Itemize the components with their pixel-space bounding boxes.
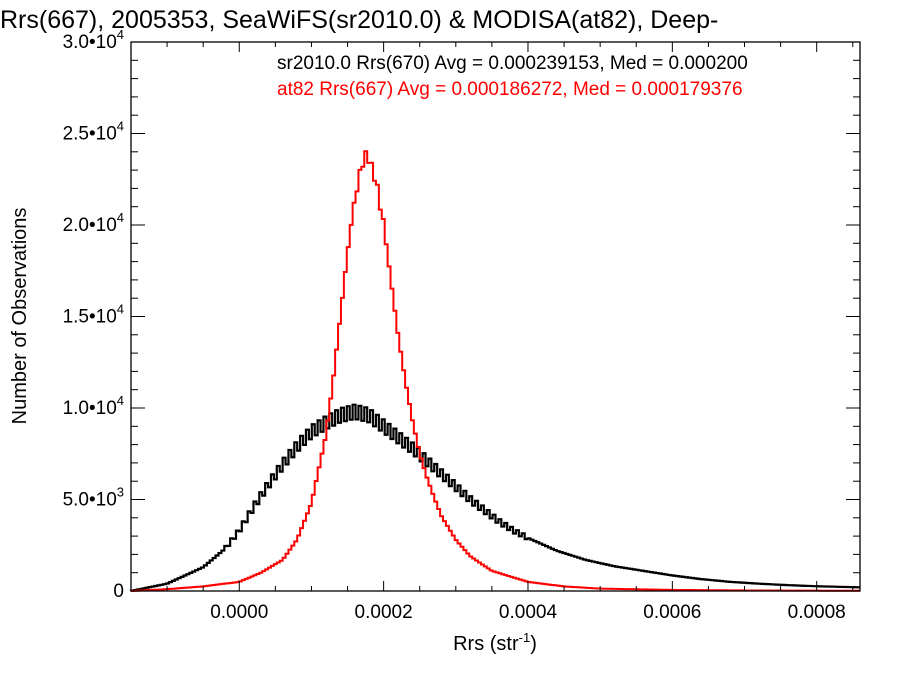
y-tick-label: 2.0•104 [63,210,124,236]
legend: sr2010.0 Rrs(670) Avg = 0.000239153, Med… [277,53,748,100]
x-axis-label-text: Rrs (str [453,633,519,655]
legend-entry-sr2010: sr2010.0 Rrs(670) Avg = 0.000239153, Med… [277,53,748,74]
series-line-sr2010 [129,403,860,592]
x-axis-label: Rrs (str-1) [453,630,537,655]
chart-title: Rrs(667), 2005353, SeaWiFS(sr2010.0) & M… [0,6,718,34]
y-tick-label: 3.0•104 [63,27,124,53]
x-tick-label: 0.0000 [210,602,268,623]
x-axis-label-end: ) [530,633,537,655]
y-axis-label: Number of Observations [9,208,31,425]
y-tick-label: 2.5•104 [63,119,124,145]
x-axis-label-superscript: -1 [519,630,531,645]
y-tick-label: 5.0•103 [63,485,124,511]
x-tick-label: 0.0002 [355,602,413,623]
y-tick-label: 0 [113,581,124,602]
legend-entry-at82: at82 Rrs(667) Avg = 0.000186272, Med = 0… [277,79,743,100]
y-tick-label: 1.0•104 [63,393,124,419]
x-tick-label: 0.0004 [499,602,558,623]
axis-ticks: 0.0000 0.0002 0.0004 0.0006 0.0008 0 5.0•103 1.… [63,27,860,623]
x-tick-label: 0.0008 [788,602,846,623]
x-tick-label: 0.0006 [643,602,701,623]
y-tick-label: 1.5•104 [63,302,124,328]
